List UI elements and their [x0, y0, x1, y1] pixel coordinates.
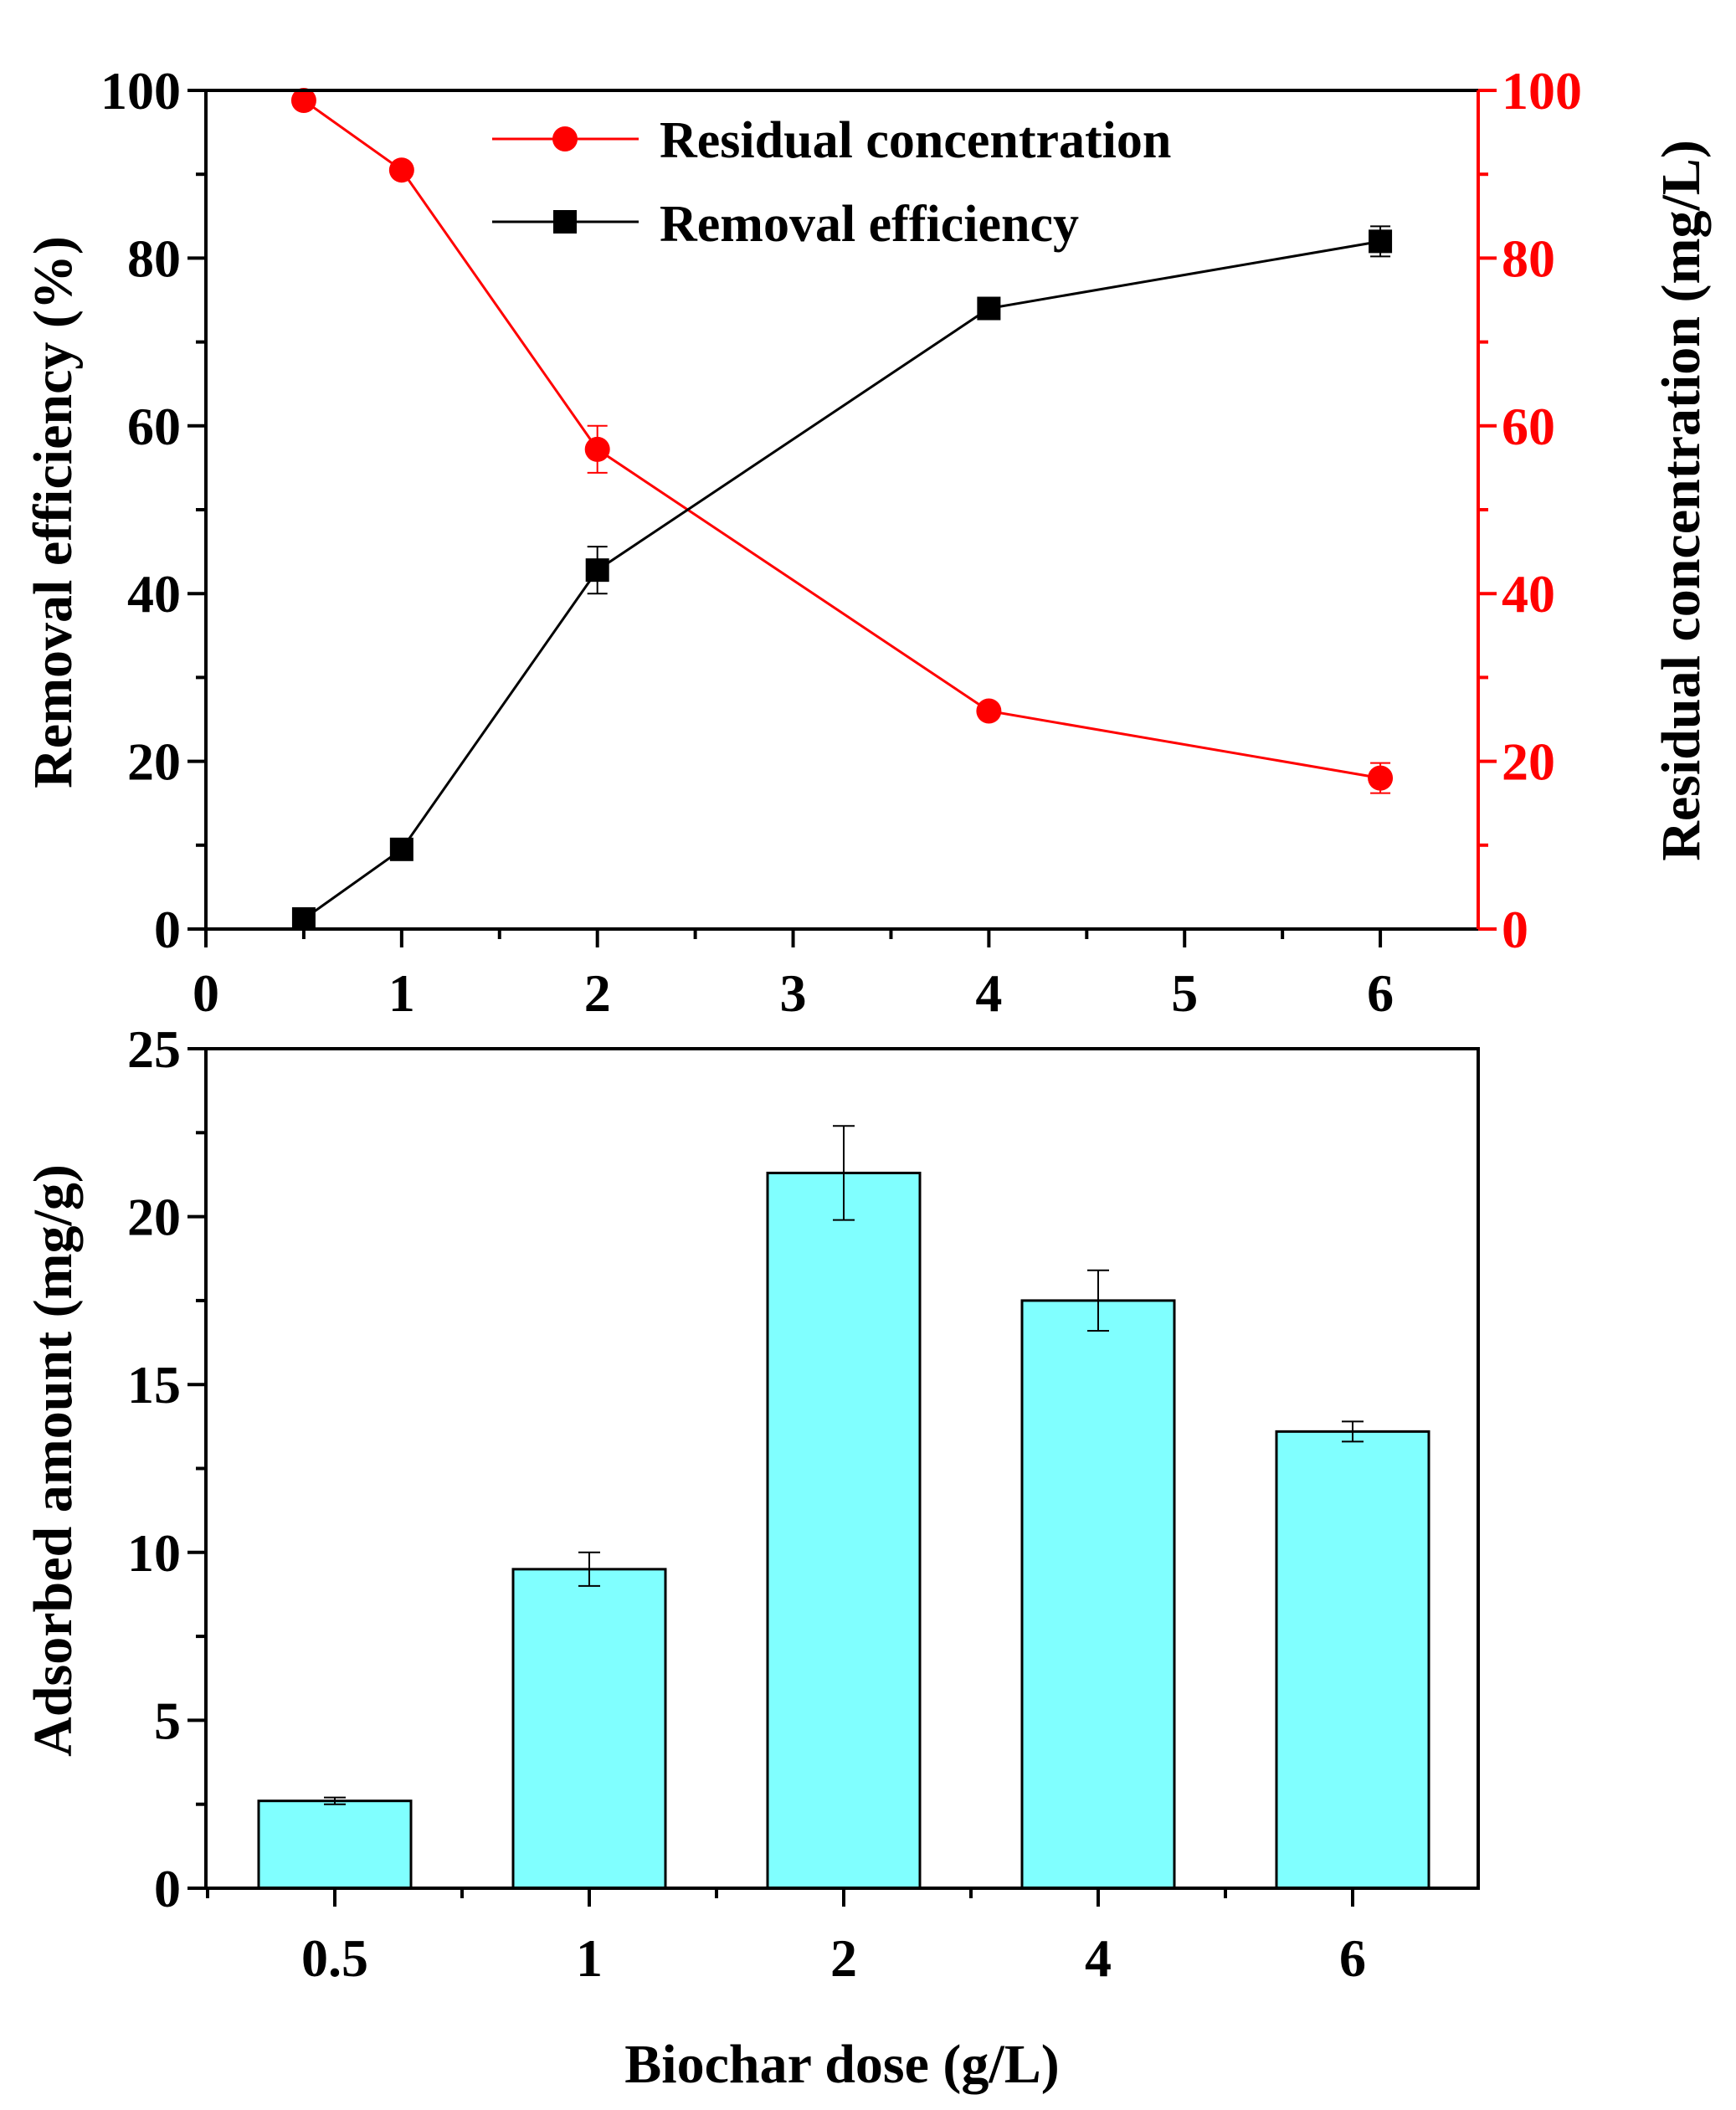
residual-point [976, 698, 1002, 724]
bottom-y-tick-label: 10 [127, 1523, 181, 1583]
bar [1020, 1299, 1176, 1890]
top-right-y-ticks: 0 20 40 60 80 100 [1478, 61, 1582, 959]
legend-marker-residual [552, 126, 578, 151]
bottom-x-tick-label: 0.5 [301, 1928, 368, 1988]
residual-point [584, 436, 610, 462]
bottom-x-tick-label: 2 [830, 1928, 857, 1988]
bottom-bar-chart: 0 5 10 15 20 25 0.5 1 2 4 6 Adsorbed amount (mg/g… [23, 1019, 1480, 2095]
removal-point [389, 837, 413, 861]
left-y-tick-label: 60 [127, 397, 181, 456]
legend-marker-removal [553, 210, 577, 234]
bottom-x-axis-title: Biochar dose (g/L) [624, 2034, 1059, 2095]
removal-point [291, 906, 316, 931]
removal-point [585, 558, 609, 583]
removal-point [977, 296, 1001, 321]
bar [511, 1568, 667, 1890]
left-y-tick-label: 20 [127, 732, 181, 792]
left-y-tick-label: 80 [127, 228, 181, 288]
bottom-bars [257, 1125, 1430, 1890]
top-line-chart: 0 20 40 60 80 100 0 20 40 60 80 100 0 1 2 3 4 5 6 Remova… [23, 61, 1712, 1023]
top-x-tick-label: 3 [780, 963, 807, 1023]
top-x-ticks: 0 1 2 3 4 5 6 [193, 929, 1394, 1023]
bottom-y-tick-label: 20 [127, 1188, 181, 1247]
bottom-x-tick-label: 4 [1085, 1928, 1112, 1988]
right-y-tick-label: 60 [1502, 397, 1555, 456]
left-y-tick-label: 0 [154, 900, 181, 959]
removal-point [1369, 229, 1393, 254]
top-left-y-ticks: 0 20 40 60 80 100 [100, 61, 206, 959]
top-x-tick-label: 1 [388, 963, 415, 1023]
bottom-x-tick-label: 6 [1339, 1928, 1366, 1988]
legend: Residual concentration Removal efficienc… [492, 112, 1171, 253]
top-x-tick-label: 0 [193, 963, 219, 1023]
right-y-tick-label: 100 [1502, 61, 1582, 121]
bottom-y-ticks: 0 5 10 15 20 25 [127, 1019, 206, 1918]
bottom-x-tick-label: 1 [576, 1928, 603, 1988]
bottom-y-tick-label: 5 [154, 1691, 181, 1750]
bottom-y-tick-label: 25 [127, 1019, 181, 1079]
removal-series-line [303, 239, 1381, 921]
bottom-y-tick-label: 15 [127, 1355, 181, 1414]
top-left-y-axis-title: Removal efficiency (%) [23, 236, 84, 788]
bottom-y-tick-label: 0 [154, 1859, 181, 1918]
residual-point [290, 88, 316, 114]
residual-point [388, 157, 414, 183]
bottom-x-ticks: 0.5 1 2 4 6 [206, 1888, 1366, 1988]
bar [257, 1799, 413, 1890]
top-right-y-axis-title: Residual concentration (mg/L) [1651, 140, 1712, 861]
bar [766, 1171, 922, 1890]
top-plot-marks [290, 88, 1394, 931]
top-x-tick-label: 4 [975, 963, 1002, 1023]
left-y-tick-label: 40 [127, 564, 181, 624]
right-y-tick-label: 40 [1502, 564, 1555, 624]
bottom-y-axis-title: Adsorbed amount (mg/g) [23, 1164, 84, 1757]
bar [1275, 1430, 1430, 1890]
top-x-tick-label: 5 [1171, 963, 1198, 1023]
right-y-tick-label: 80 [1502, 228, 1555, 288]
residual-point [1368, 765, 1394, 791]
right-y-tick-label: 20 [1502, 732, 1555, 792]
top-x-tick-label: 2 [584, 963, 611, 1023]
right-y-tick-label: 0 [1502, 900, 1528, 959]
left-y-tick-label: 100 [100, 61, 181, 121]
legend-label-residual: Residual concentration [660, 112, 1171, 169]
legend-label-removal: Removal efficiency [660, 196, 1079, 253]
top-x-tick-label: 6 [1367, 963, 1394, 1023]
